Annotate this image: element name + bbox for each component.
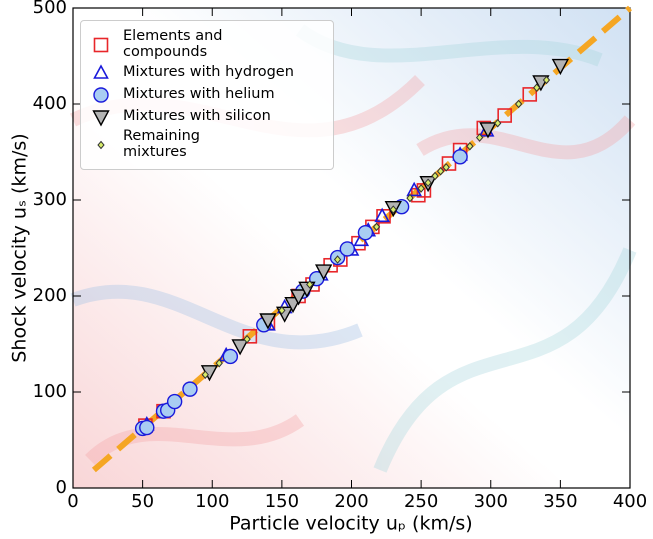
marker-diamond [417,184,425,193]
legend-label: Mixtures with hydrogen [123,63,294,80]
marker-square [497,108,512,123]
marker-square [522,87,538,102]
legend-entry: Mixtures with hydrogen [87,63,327,83]
y-tick-label: 200 [33,285,67,306]
marker-triangle-down [479,122,497,139]
legend-icon [93,37,109,53]
marker-triangle-up [374,207,390,223]
legend-icon [92,110,110,127]
marker-circle [222,348,239,365]
y-tick-label: 0 [56,477,67,498]
marker-triangle-down [551,58,570,76]
marker-diamond [372,222,381,232]
marker-square [242,329,258,344]
legend-label: Elements and compounds [123,28,223,60]
marker-diamond [533,83,541,92]
marker-triangle-down [259,313,277,330]
marker-diamond [333,255,342,264]
marker-diamond [201,370,209,379]
y-tick-label: 300 [33,189,67,210]
legend-icon [93,87,109,103]
y-tick-label: 400 [33,93,67,114]
marker-circle [339,241,356,257]
marker-triangle-down [289,289,308,306]
marker-diamond [436,166,445,176]
marker-diamond [494,118,502,128]
marker-triangle-up [406,181,423,197]
marker-circle [139,419,155,436]
marker-square [441,156,457,171]
x-tick-label: 100 [195,491,229,512]
legend-entry: Elements and compounds [87,28,327,61]
legend-label: Mixtures with silicon [123,107,271,124]
x-tick-label: 200 [334,491,368,512]
marker-diamond [424,178,432,187]
x-tick-label: 250 [404,491,438,512]
marker-square [376,209,391,224]
marker-circle [182,381,198,397]
x-tick-label: 400 [613,491,647,512]
marker-diamond [243,334,251,344]
marker-triangle-up [93,64,109,79]
x-tick-label: 150 [265,491,299,512]
marker-circle [166,393,183,410]
marker-square [93,37,109,53]
marker-triangle-down [231,339,249,356]
x-axis-label: Particle velocity uₚ (km/s) [229,513,472,535]
marker-diamond [306,280,314,289]
marker-circle [357,224,374,241]
marker-diamond [442,163,450,172]
x-tick-label: 50 [131,491,154,512]
x-tick-label: 300 [474,491,508,512]
marker-diamond [389,205,397,214]
x-tick-label: 0 [67,491,78,512]
marker-circle [452,149,468,165]
y-tick-label: 100 [33,381,67,402]
marker-circle [93,87,109,103]
marker-diamond [542,75,551,85]
x-tick-label: 350 [543,491,577,512]
marker-diamond [431,171,439,181]
marker-diamond [406,193,414,203]
legend-entry: Mixtures with helium [87,85,327,105]
y-tick-label: 500 [33,0,67,18]
marker-diamond [466,141,474,151]
legend-icon [93,64,109,79]
y-axis-label: Shock velocity uₛ (km/s) [9,133,31,362]
legend-label: Mixtures with helium [123,85,275,102]
marker-diamond [97,140,105,150]
marker-diamond [215,358,223,368]
marker-triangle-down [92,110,110,127]
marker-diamond [278,306,286,315]
legend-icon [97,140,105,150]
legend-label: Remaining mixtures [123,127,200,160]
marker-diamond [514,99,523,109]
marker-triangle-down [314,264,333,281]
legend-entry: Mixtures with silicon [87,107,327,127]
marker-diamond [475,133,484,142]
legend: Elements and compounds Mixtures with hydr… [80,20,334,170]
legend-entry: Remaining mixtures [87,127,327,161]
